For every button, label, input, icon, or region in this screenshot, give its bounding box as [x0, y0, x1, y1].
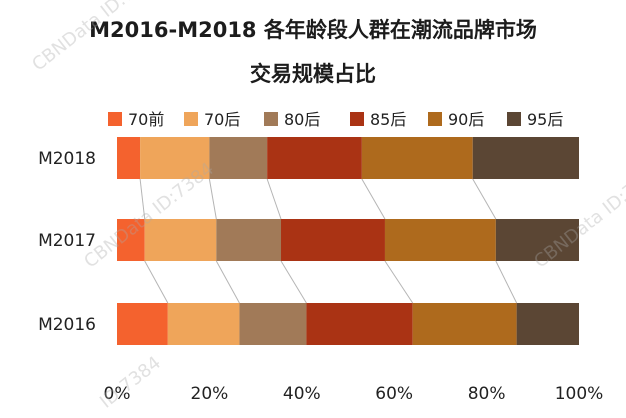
series-connector-line — [266, 178, 282, 220]
series-connector-line — [280, 260, 307, 304]
legend-label: 70后 — [204, 110, 240, 129]
x-tick-label: 40% — [283, 384, 321, 404]
bar-segment — [472, 137, 579, 179]
x-tick-label: 80% — [468, 384, 506, 404]
legend-label: 90后 — [448, 110, 484, 129]
x-tick-label: 0% — [104, 384, 131, 404]
bar-segment — [384, 219, 496, 261]
legend-swatch — [264, 112, 278, 126]
x-tick-label: 100% — [555, 384, 604, 404]
category-label: M2016 — [38, 315, 96, 335]
x-tick-label: 60% — [375, 384, 413, 404]
series-connector-line — [384, 260, 414, 304]
series-connector-line — [144, 260, 169, 304]
legend-label: 85后 — [370, 110, 406, 129]
bar-segment — [117, 219, 145, 261]
series-connector-line — [208, 178, 217, 220]
bar-segment — [117, 137, 141, 179]
series-connector-line — [215, 260, 240, 304]
legend-swatch — [507, 112, 521, 126]
bar-segment — [140, 137, 210, 179]
series-connector-line — [361, 178, 386, 220]
bar-segment — [216, 219, 282, 261]
bar-segment — [167, 303, 240, 345]
bar-segment — [117, 303, 168, 345]
legend-label: 70前 — [128, 110, 164, 129]
series-connector-line — [495, 260, 518, 304]
bar-segment — [267, 137, 362, 179]
category-label: M2017 — [38, 231, 96, 251]
legend-swatch — [184, 112, 198, 126]
legend-label: 80后 — [284, 110, 320, 129]
bar-segment — [144, 219, 217, 261]
legend-swatch — [108, 112, 122, 126]
category-label: M2018 — [38, 149, 96, 169]
chart-title-line2: 交易规模占比 — [250, 62, 376, 86]
bar-segment — [516, 303, 579, 345]
legend-swatch — [350, 112, 364, 126]
bar-segment — [412, 303, 517, 345]
series-connector-line — [472, 178, 497, 220]
series-connector-line — [139, 178, 146, 220]
bar-segment — [281, 219, 385, 261]
bar-segment — [361, 137, 473, 179]
bar-segment — [209, 137, 268, 179]
bar-segment — [495, 219, 579, 261]
bar-segment — [306, 303, 413, 345]
x-tick-label: 20% — [191, 384, 229, 404]
legend-label: 95后 — [527, 110, 563, 129]
legend-swatch — [428, 112, 442, 126]
chart-title-line1: M2016-M2018 各年龄段人群在潮流品牌市场 — [89, 18, 537, 42]
bar-segment — [239, 303, 307, 345]
